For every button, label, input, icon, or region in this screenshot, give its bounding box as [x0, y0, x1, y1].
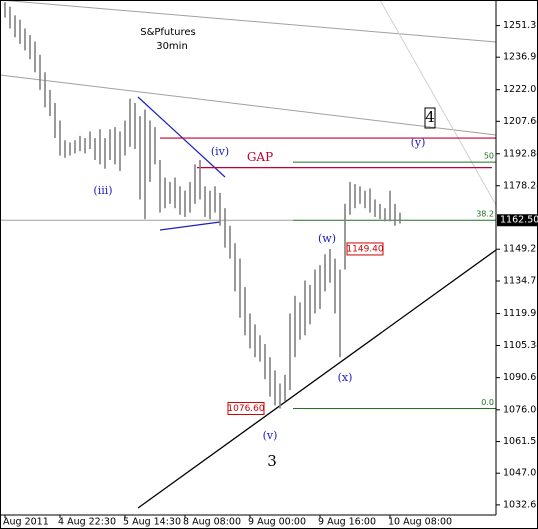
x-tick-label: Aug 2011 [3, 517, 49, 528]
x-tick-label: 5 Aug 14:30 [123, 517, 181, 528]
y-tick-label: 1149.27 [503, 244, 538, 255]
trend-line [137, 249, 497, 509]
y-tick-label: 1105.34 [503, 340, 538, 351]
wave-label: (iv) [211, 145, 229, 158]
x-tick-label: 9 Aug 00:00 [248, 517, 306, 528]
y-tick-label: 1207.64 [503, 116, 538, 127]
chart-title: S&Pfutures [140, 27, 196, 38]
y-tick-label: 1236.90 [503, 52, 538, 63]
chart-subtitle: 30min [156, 41, 188, 52]
fib-label: 38.2 [476, 210, 494, 219]
channel-line [0, 0, 497, 43]
wave-label: (v) [263, 429, 278, 442]
fib-label: 0.0 [481, 398, 494, 407]
price-label: 1076.60 [227, 404, 264, 414]
wave-line [159, 221, 221, 231]
y-tick-label: 1222.07 [503, 84, 538, 95]
y-tick-label: 1134.77 [503, 276, 538, 287]
plot [0, 2, 496, 409]
price-box [346, 242, 384, 256]
x-tick-label: 9 Aug 16:00 [318, 517, 376, 528]
wave-box [424, 107, 436, 129]
wave-label: 3 [267, 452, 277, 470]
wave-label: (w) [318, 232, 336, 245]
current-price-box [497, 214, 537, 227]
current-price-label: 1162.50 [500, 215, 538, 226]
channel-line [379, 0, 497, 206]
y-tick-label: 1047.07 [503, 468, 538, 479]
wave-label: 4 [425, 108, 435, 126]
channel-line [0, 74, 497, 136]
wave-label: (y) [411, 136, 426, 149]
gap-label: GAP [247, 150, 273, 164]
x-tick-label: 8 Aug 08:00 [183, 517, 241, 528]
y-tick-label: 1032.62 [503, 499, 538, 510]
y-tick-label: 1119.92 [503, 308, 538, 319]
y-tick-label: 1192.84 [503, 148, 538, 159]
y-tick-label: 1061.52 [503, 436, 538, 447]
y-tick-label: 1251.32 [503, 20, 538, 31]
y-tick-label: 1076.00 [503, 404, 538, 415]
wave-label: (x) [338, 371, 353, 384]
wave-label: (iii) [93, 184, 112, 197]
wave-line [137, 96, 226, 178]
x-tick-label: 10 Aug 08:00 [388, 517, 452, 528]
price-label: 1149.40 [346, 244, 383, 254]
fib-label: 50 [484, 152, 494, 161]
x-tick-label: 4 Aug 22:30 [58, 517, 116, 528]
y-tick-label: 1178.24 [503, 180, 538, 191]
price-box [227, 401, 265, 415]
y-tick-label: 1090.67 [503, 372, 538, 383]
